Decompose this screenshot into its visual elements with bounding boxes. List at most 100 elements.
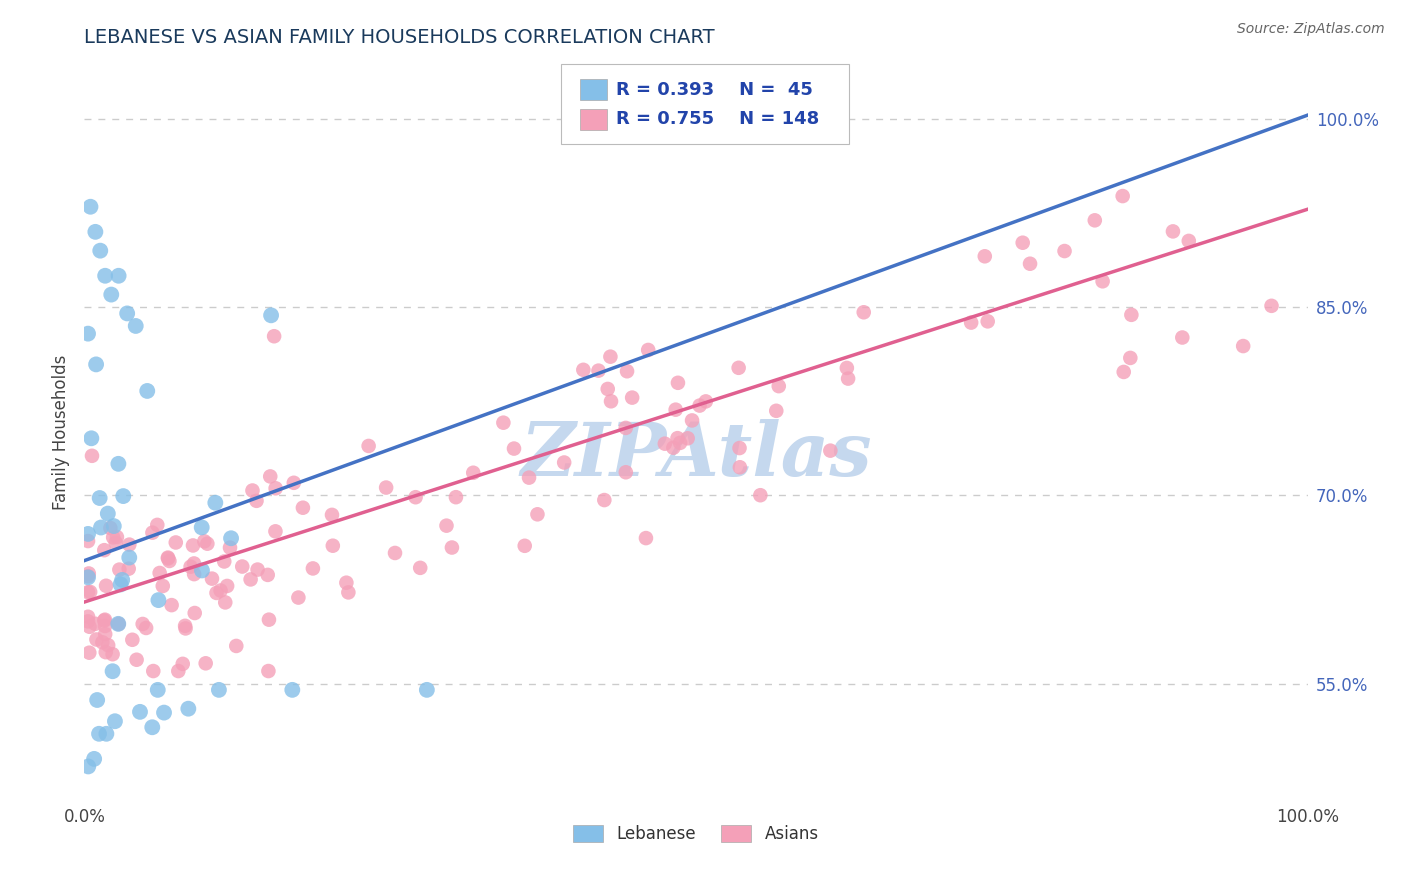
Point bbox=[177, 701, 200, 715]
Bar bbox=[579, 79, 606, 100]
Point bbox=[89, 244, 111, 258]
Point bbox=[1161, 224, 1184, 238]
Point bbox=[174, 619, 197, 633]
Text: Source: ZipAtlas.com: Source: ZipAtlas.com bbox=[1237, 22, 1385, 37]
Point bbox=[191, 564, 214, 578]
Y-axis label: Family Households: Family Households bbox=[52, 355, 70, 510]
Legend: Lebanese, Asians: Lebanese, Asians bbox=[567, 819, 825, 850]
Point bbox=[194, 657, 217, 671]
Point bbox=[141, 720, 163, 734]
Point bbox=[129, 705, 152, 719]
Point bbox=[87, 727, 110, 741]
Point bbox=[596, 382, 619, 396]
Point bbox=[322, 539, 344, 553]
Point bbox=[94, 268, 117, 283]
Point bbox=[257, 664, 280, 678]
Point bbox=[77, 609, 100, 624]
Point bbox=[217, 579, 239, 593]
Point bbox=[201, 572, 224, 586]
Point bbox=[80, 449, 103, 463]
Point bbox=[384, 546, 406, 560]
Point bbox=[820, 443, 842, 458]
Point bbox=[259, 469, 281, 483]
Point bbox=[665, 402, 688, 417]
Point bbox=[172, 657, 194, 671]
Point bbox=[662, 441, 685, 455]
Point bbox=[444, 490, 467, 504]
Point bbox=[100, 287, 122, 301]
Point bbox=[183, 557, 205, 571]
Point bbox=[599, 350, 621, 364]
Point bbox=[616, 364, 638, 378]
Point bbox=[681, 413, 703, 427]
Point bbox=[440, 541, 463, 555]
Point bbox=[852, 305, 875, 319]
Point bbox=[86, 632, 108, 647]
Point bbox=[89, 491, 111, 505]
Point bbox=[749, 488, 772, 502]
Point bbox=[121, 632, 143, 647]
Point bbox=[302, 561, 325, 575]
Point bbox=[593, 493, 616, 508]
Point bbox=[669, 436, 692, 450]
Point bbox=[146, 682, 169, 697]
Point bbox=[973, 249, 995, 263]
Point bbox=[135, 621, 157, 635]
Point bbox=[1091, 274, 1114, 288]
Point bbox=[231, 559, 253, 574]
Point bbox=[105, 530, 128, 544]
Point bbox=[621, 391, 644, 405]
Text: LEBANESE VS ASIAN FAMILY HOUSEHOLDS CORRELATION CHART: LEBANESE VS ASIAN FAMILY HOUSEHOLDS CORR… bbox=[84, 28, 716, 47]
Point bbox=[281, 682, 304, 697]
Point bbox=[634, 531, 657, 545]
Point bbox=[239, 573, 262, 587]
Point bbox=[112, 489, 135, 503]
Point bbox=[517, 470, 540, 484]
Point bbox=[118, 538, 141, 552]
Point bbox=[463, 466, 485, 480]
Point bbox=[208, 682, 231, 697]
Point bbox=[205, 586, 228, 600]
Point bbox=[107, 616, 129, 631]
Point bbox=[148, 593, 170, 607]
Point bbox=[97, 638, 120, 652]
Point bbox=[260, 308, 283, 322]
Point bbox=[94, 613, 117, 627]
Point bbox=[503, 442, 526, 456]
Point bbox=[131, 617, 153, 632]
Point bbox=[1019, 257, 1042, 271]
Point bbox=[94, 579, 117, 593]
Point bbox=[97, 507, 120, 521]
Point bbox=[195, 537, 218, 551]
Point bbox=[204, 496, 226, 510]
Point bbox=[727, 360, 749, 375]
Text: R = 0.755    N = 148: R = 0.755 N = 148 bbox=[616, 111, 820, 128]
Point bbox=[125, 653, 148, 667]
Point bbox=[526, 508, 548, 522]
Point bbox=[212, 554, 235, 568]
Point bbox=[91, 635, 114, 649]
Point bbox=[337, 585, 360, 599]
Text: R = 0.393    N =  45: R = 0.393 N = 45 bbox=[616, 81, 813, 99]
Point bbox=[77, 534, 100, 549]
Point bbox=[1084, 213, 1107, 227]
Point bbox=[79, 646, 101, 660]
Point bbox=[107, 268, 129, 283]
Point bbox=[375, 481, 398, 495]
Point bbox=[101, 664, 124, 678]
Point bbox=[283, 475, 305, 490]
Point bbox=[676, 431, 699, 445]
Point bbox=[115, 306, 138, 320]
Point bbox=[77, 527, 100, 541]
Point bbox=[1171, 330, 1194, 344]
Point bbox=[513, 539, 536, 553]
Point bbox=[416, 682, 439, 697]
Point bbox=[1260, 299, 1282, 313]
Point bbox=[572, 363, 595, 377]
Point bbox=[77, 569, 100, 583]
Point bbox=[181, 539, 204, 553]
Point bbox=[93, 614, 115, 628]
Point bbox=[600, 394, 623, 409]
Point bbox=[190, 520, 212, 534]
Point bbox=[765, 404, 787, 418]
